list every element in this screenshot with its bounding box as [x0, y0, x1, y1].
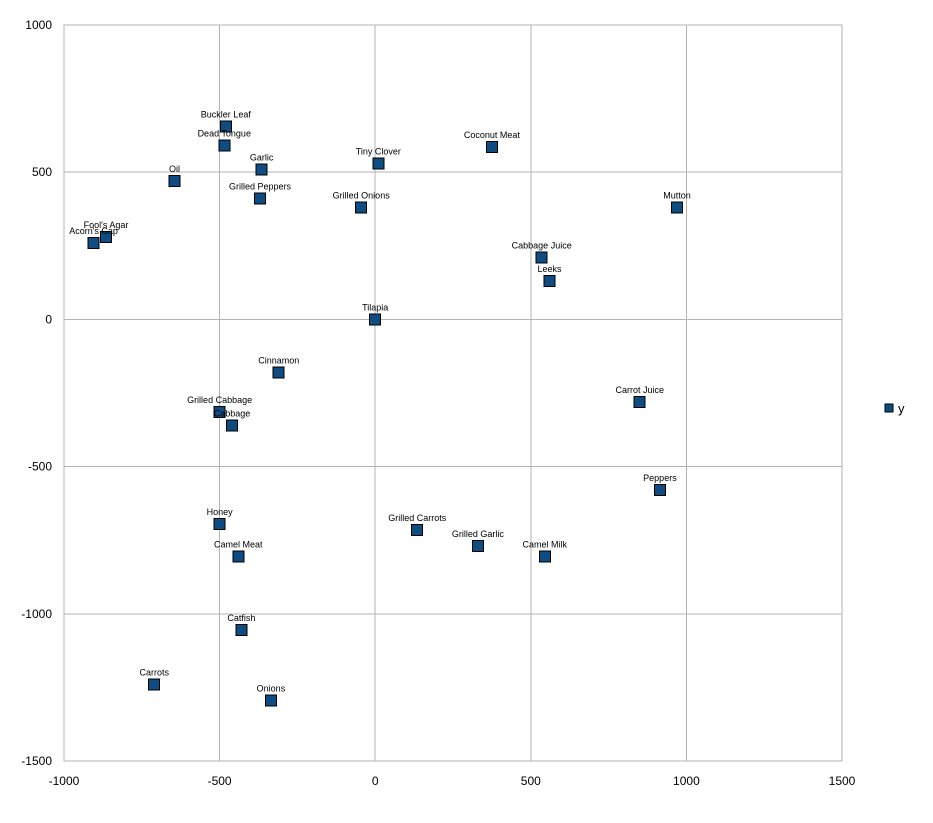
y-tick-label: 1000 — [25, 18, 52, 32]
data-point-label: Mutton — [663, 191, 691, 201]
data-point — [232, 550, 245, 563]
data-point — [226, 419, 239, 432]
data-point — [213, 406, 226, 419]
y-tick-label: -500 — [28, 460, 52, 474]
data-point — [235, 623, 248, 636]
data-point-label: Tilapia — [362, 302, 388, 312]
data-point-label: Honey — [207, 507, 234, 517]
data-point — [372, 157, 385, 170]
data-point-label: Oil — [169, 164, 180, 174]
data-point — [411, 523, 424, 536]
data-point-label: Cinnamon — [258, 355, 299, 365]
x-tick-label: 1500 — [829, 774, 856, 788]
data-point-label: Carrot Juice — [615, 385, 664, 395]
data-point-label: Garlic — [250, 152, 274, 162]
data-point-label: Grilled Garlic — [452, 529, 505, 539]
x-tick-label: 1000 — [673, 774, 700, 788]
data-point-label: Camel Milk — [523, 539, 568, 549]
data-point — [485, 141, 498, 154]
data-point-label: Cabbage — [214, 408, 251, 418]
data-point — [255, 163, 268, 176]
data-point — [213, 518, 226, 531]
data-point — [148, 678, 161, 691]
x-axis-tick-labels: -1000 -500 0 500 1000 1500 — [49, 774, 856, 788]
data-point — [355, 201, 368, 214]
data-point-label: Catfish — [227, 613, 255, 623]
data-point — [653, 484, 666, 497]
data-point-label: Coconut Meat — [464, 130, 521, 140]
data-point — [254, 192, 267, 205]
data-point-label: Buckler Leaf — [201, 110, 252, 120]
legend-label-y: y — [898, 401, 905, 416]
data-point — [671, 201, 684, 214]
x-tick-label: 500 — [521, 774, 541, 788]
data-point — [272, 366, 285, 379]
data-point — [543, 275, 556, 288]
data-point — [264, 694, 277, 707]
data-point — [168, 175, 181, 188]
plot-area-frame — [63, 24, 843, 762]
y-axis-tick-labels: -1500 -1000 -500 0 500 1000 — [21, 18, 52, 768]
data-point — [218, 139, 231, 152]
y-tick-label: -1000 — [21, 607, 52, 621]
data-point-label: Carrots — [139, 667, 169, 677]
data-point-label: Camel Meat — [214, 539, 263, 549]
data-point — [538, 550, 551, 563]
data-point — [219, 120, 232, 133]
data-point-label: Grilled Onions — [333, 191, 391, 201]
y-tick-label: -1500 — [21, 754, 52, 768]
data-point-label: Grilled Carrots — [388, 513, 447, 523]
legend-swatch — [884, 403, 894, 413]
data-point-label: Acorn's Cap — [69, 226, 118, 236]
data-point — [535, 251, 548, 264]
data-point — [471, 540, 484, 553]
x-tick-label: -1000 — [49, 774, 80, 788]
data-point-label: Peppers — [643, 473, 677, 483]
data-point — [633, 395, 646, 408]
data-point-label: Leeks — [537, 264, 562, 274]
data-point-label: Grilled Peppers — [229, 182, 292, 192]
data-point-label: Fool's Agar — [84, 220, 129, 230]
data-point-labels: Buckler Leaf Dead Tongue Garlic Oil Grilled … — [69, 110, 691, 694]
data-point — [100, 230, 113, 243]
data-point-label: Cabbage Juice — [512, 241, 572, 251]
data-point — [369, 313, 382, 326]
y-tick-label: 0 — [45, 312, 52, 326]
data-point-label: Dead Tongue — [198, 129, 251, 139]
data-point-label: Tiny Clover — [356, 146, 401, 156]
data-points — [87, 120, 684, 707]
legend: y — [884, 401, 905, 416]
x-tick-label: -500 — [208, 774, 232, 788]
data-point-label: Grilled Cabbage — [187, 395, 252, 405]
y-tick-label: 500 — [32, 165, 52, 179]
gridlines — [63, 24, 843, 762]
x-tick-label: 0 — [372, 774, 379, 788]
data-point — [87, 236, 100, 249]
data-point-label: Onions — [257, 684, 286, 694]
